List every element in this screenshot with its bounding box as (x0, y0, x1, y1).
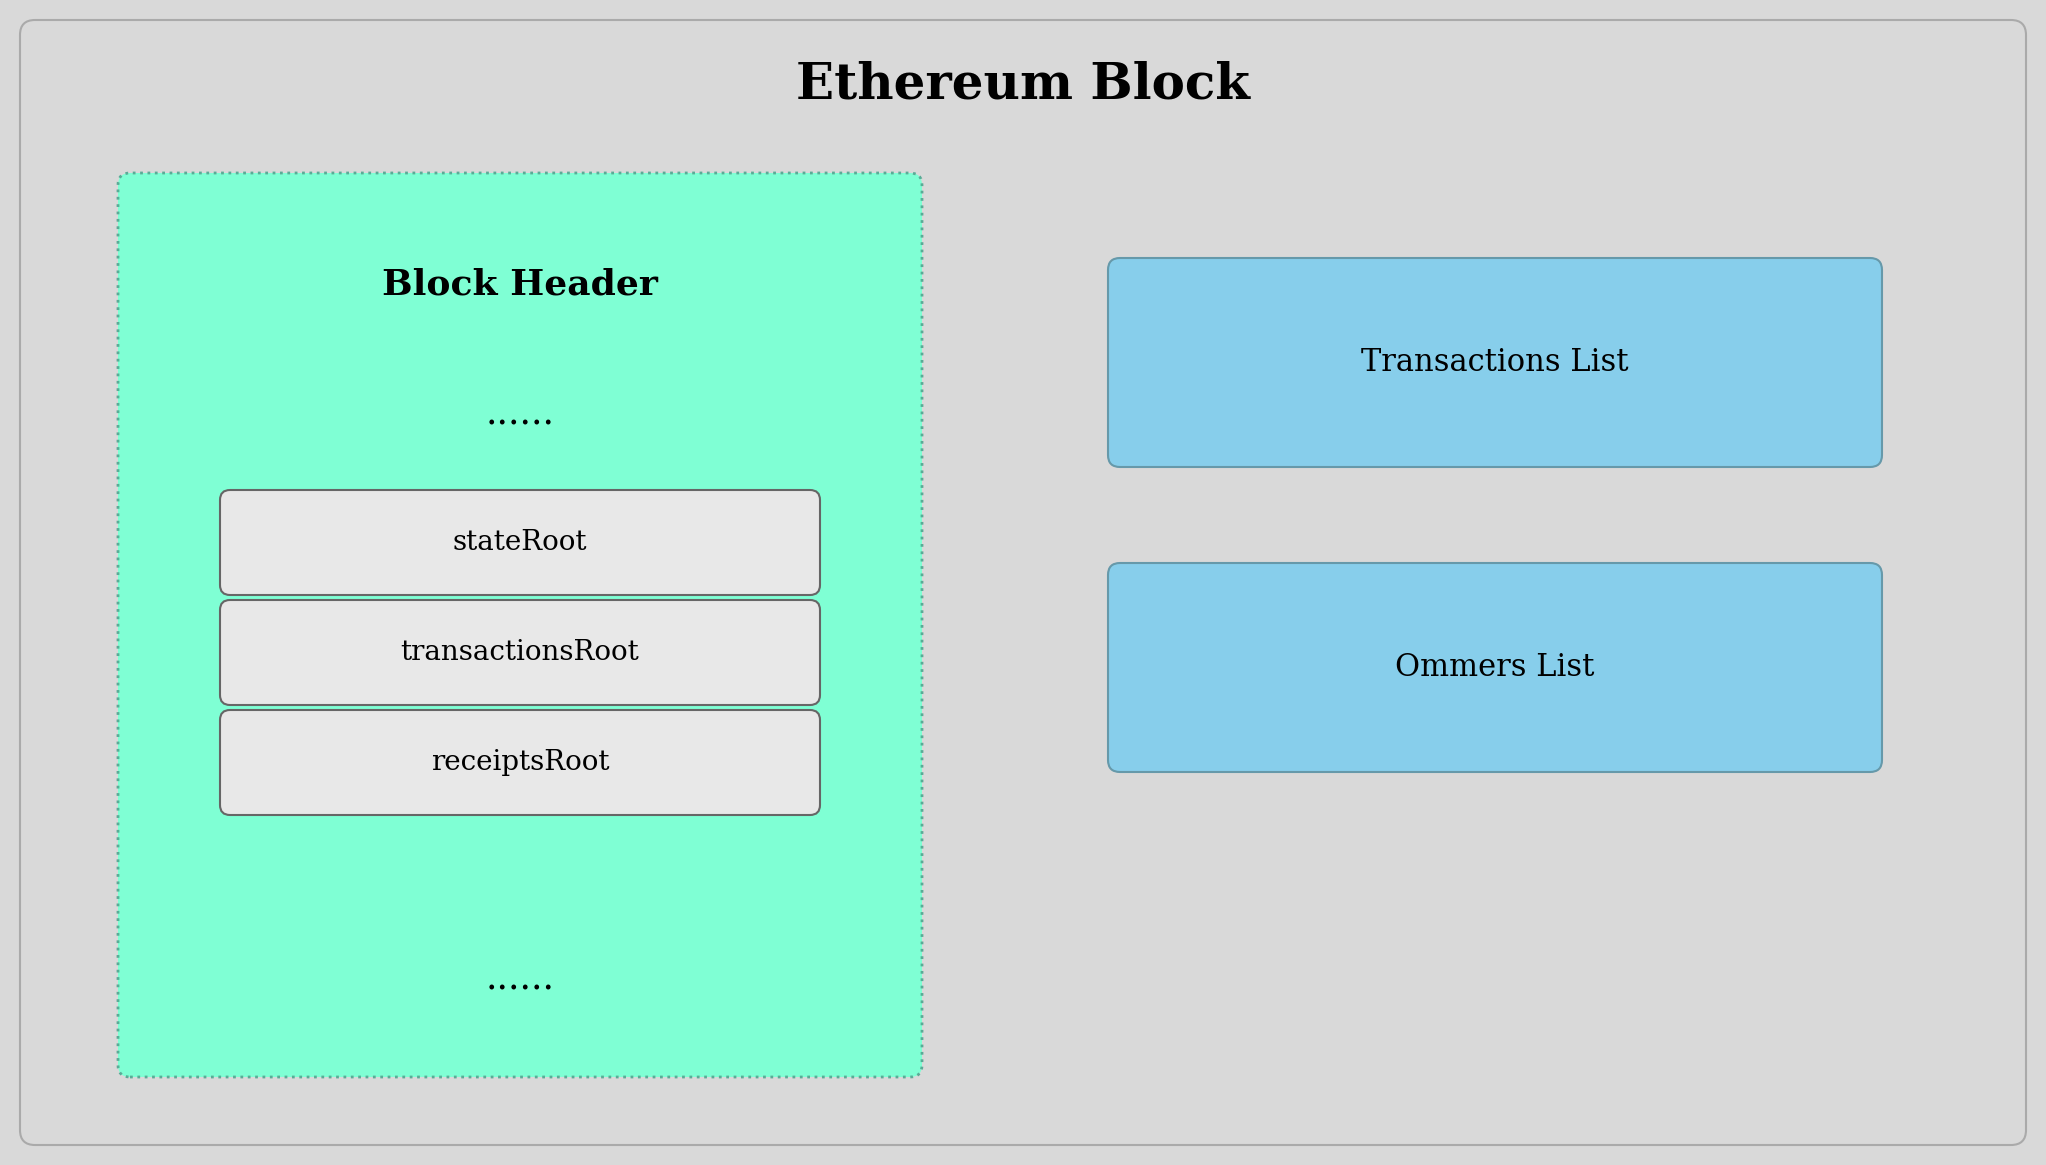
Text: Transactions List: Transactions List (1361, 347, 1629, 377)
Text: Block Header: Block Header (383, 268, 659, 302)
FancyBboxPatch shape (1109, 257, 1882, 467)
Text: Ethereum Block: Ethereum Block (796, 61, 1250, 110)
FancyBboxPatch shape (1109, 563, 1882, 772)
FancyBboxPatch shape (119, 172, 923, 1076)
Text: stateRoot: stateRoot (452, 529, 587, 556)
FancyBboxPatch shape (221, 600, 820, 705)
Text: transactionsRoot: transactionsRoot (401, 638, 638, 666)
Text: Ommers List: Ommers List (1395, 652, 1594, 683)
FancyBboxPatch shape (221, 709, 820, 816)
Text: ......: ...... (485, 398, 554, 432)
Text: receiptsRoot: receiptsRoot (432, 749, 610, 776)
Text: ......: ...... (485, 963, 554, 997)
FancyBboxPatch shape (20, 20, 2026, 1145)
FancyBboxPatch shape (221, 490, 820, 595)
